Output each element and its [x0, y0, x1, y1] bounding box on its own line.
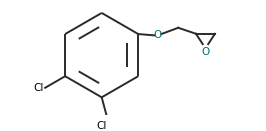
Text: O: O [154, 30, 162, 40]
Text: Cl: Cl [96, 121, 106, 131]
Text: O: O [201, 47, 210, 57]
Text: Cl: Cl [34, 83, 44, 93]
